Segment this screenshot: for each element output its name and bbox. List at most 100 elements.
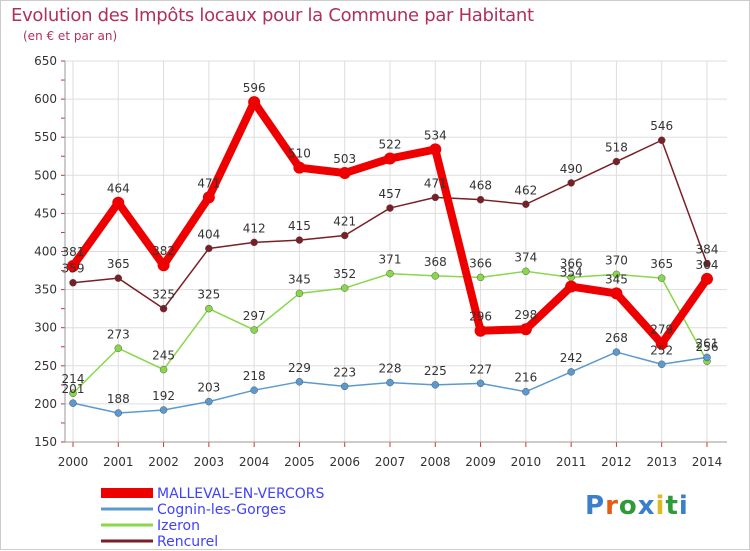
data-label: 216: [514, 371, 537, 385]
data-label: 225: [424, 364, 447, 378]
data-label: 382: [152, 244, 175, 258]
data-label: 188: [107, 392, 130, 406]
data-point: [476, 195, 485, 204]
data-point: [159, 406, 168, 414]
y-axis-ticks: 150 200 250 300 350 400 450 500 550 600 650: [34, 54, 57, 449]
logo-letter: x: [637, 491, 656, 521]
data-label: 370: [605, 253, 628, 267]
data-label: 457: [379, 187, 402, 201]
y-tick-label: 500: [34, 168, 57, 182]
data-label: 490: [560, 162, 583, 176]
data-point: [112, 196, 125, 209]
x-tick-label: 2002: [148, 455, 179, 469]
data-label: 245: [152, 349, 175, 363]
x-tick-label: 2004: [239, 455, 270, 469]
data-labels: 359 365 325 404 412 415 421 457 471 468 462 490 518 5…: [62, 81, 719, 406]
legend-label: Rencurel: [157, 534, 218, 550]
data-point: [567, 368, 575, 376]
data-point: [69, 399, 77, 407]
data-point: [384, 152, 396, 165]
data-label: 365: [107, 257, 130, 271]
data-point: [522, 200, 530, 209]
data-point: [657, 136, 666, 144]
x-tick-label: 2009: [465, 455, 496, 469]
data-point: [431, 193, 440, 202]
data-point: [386, 378, 394, 387]
logo-letter: r: [605, 491, 619, 521]
data-label: 371: [379, 253, 402, 267]
data-point: [338, 167, 351, 180]
y-tick-label: 150: [34, 435, 57, 449]
data-label: 297: [243, 309, 266, 323]
x-tick-label: 2012: [601, 455, 632, 469]
data-point: [205, 397, 213, 406]
data-point: [567, 179, 575, 187]
data-point: [565, 280, 578, 293]
data-point: [205, 244, 213, 253]
data-label: 354: [560, 266, 583, 280]
data-label: 471: [424, 176, 447, 190]
data-point: [386, 269, 394, 278]
data-point: [295, 378, 304, 386]
x-tick-label: 2011: [556, 455, 587, 469]
data-point: [295, 236, 304, 244]
data-label: 252: [650, 343, 673, 357]
data-point: [657, 274, 666, 282]
data-point: [657, 360, 666, 369]
data-point: [114, 409, 123, 417]
y-tick-label: 300: [34, 321, 57, 335]
data-point: [431, 381, 440, 389]
logo-letter: o: [618, 491, 638, 521]
data-point: [612, 157, 621, 166]
logo-letter: i: [655, 491, 666, 521]
data-point: [69, 278, 77, 287]
data-point: [340, 231, 349, 240]
data-label: 462: [514, 183, 537, 197]
axes: [61, 60, 727, 447]
data-label: 298: [514, 308, 537, 322]
x-tick-label: 2007: [375, 455, 406, 469]
data-point: [610, 287, 623, 300]
data-label: 256: [696, 340, 719, 354]
data-label: 546: [650, 119, 673, 133]
data-point: [474, 324, 487, 337]
y-tick-label: 650: [34, 54, 57, 68]
data-point: [476, 273, 485, 282]
y-tick-label: 350: [34, 283, 57, 297]
data-point: [159, 304, 168, 313]
data-label: 421: [333, 214, 356, 228]
data-point: [202, 191, 215, 204]
data-point: [157, 259, 170, 272]
data-point: [250, 238, 258, 247]
data-label: 345: [288, 272, 311, 286]
data-point: [159, 365, 168, 374]
logo-letter: P: [585, 491, 606, 521]
legend-label: MALLEVAL-EN-VERCORS: [157, 486, 324, 502]
data-label: 359: [62, 262, 85, 276]
data-point: [612, 348, 621, 356]
data-label: 203: [197, 381, 220, 395]
data-label: 471: [197, 176, 220, 190]
data-point: [67, 259, 79, 272]
data-label: 296: [469, 310, 492, 324]
data-point: [476, 379, 485, 388]
data-label: 534: [424, 128, 447, 142]
data-point: [701, 272, 713, 285]
chart-subtitle: (en € et par an): [23, 29, 118, 43]
logo-letter: i: [678, 491, 689, 521]
data-label: 345: [605, 272, 628, 286]
data-label: 366: [560, 256, 583, 270]
x-tick-label: 2005: [284, 455, 315, 469]
data-label: 404: [197, 227, 220, 241]
x-tick-label: 2000: [58, 455, 89, 469]
data-label: 596: [243, 81, 266, 95]
data-label: 415: [288, 219, 311, 233]
y-tick-label: 600: [34, 92, 57, 106]
logo-letter: t: [665, 491, 679, 521]
data-label: 374: [514, 250, 537, 264]
data-point: [522, 387, 530, 396]
data-label: 279: [650, 323, 673, 337]
legend-swatch: [101, 507, 153, 511]
